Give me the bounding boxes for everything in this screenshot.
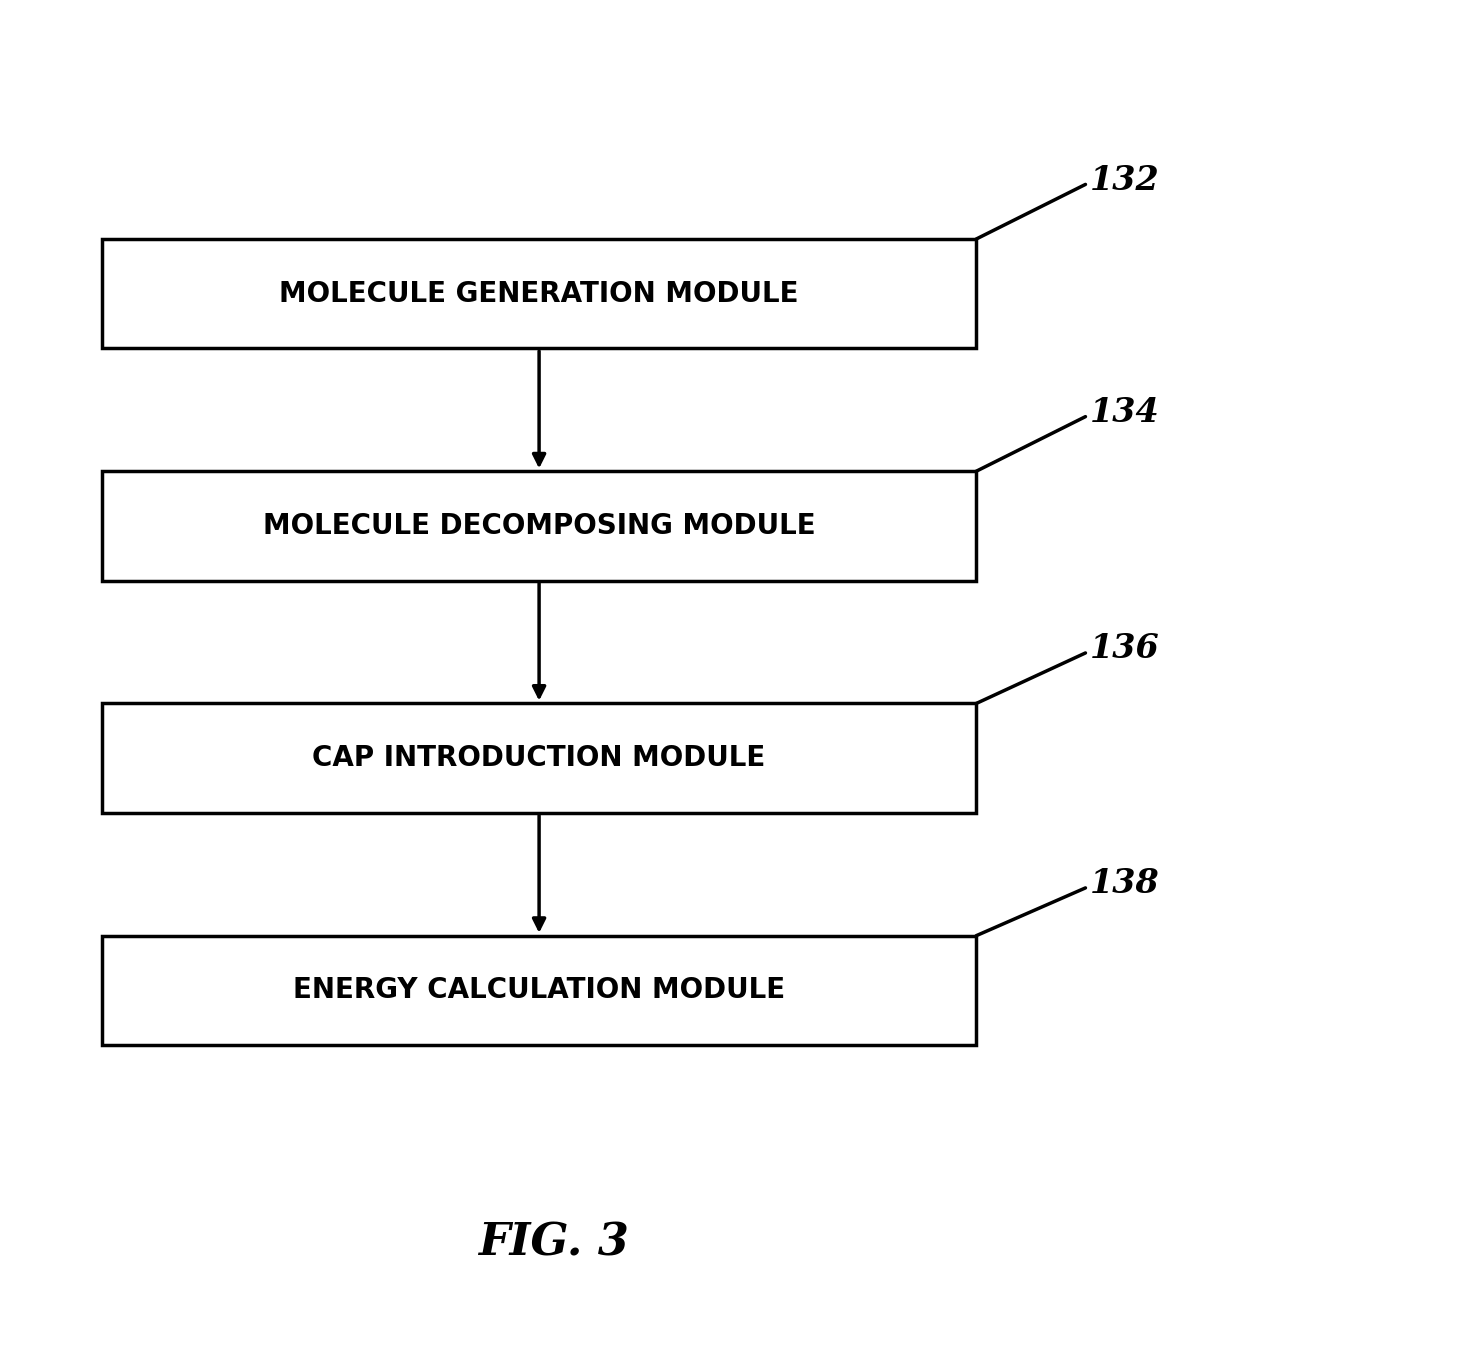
Bar	[102, 703, 976, 813]
Bar	[102, 936, 976, 1045]
Text: 132: 132	[1090, 164, 1160, 197]
Text: 136: 136	[1090, 632, 1160, 665]
Text: 134: 134	[1090, 396, 1160, 429]
Text: ENERGY CALCULATION MODULE: ENERGY CALCULATION MODULE	[293, 977, 785, 1004]
Bar	[102, 471, 976, 581]
Text: FIG. 3: FIG. 3	[478, 1221, 629, 1265]
Text: MOLECULE GENERATION MODULE: MOLECULE GENERATION MODULE	[280, 280, 798, 307]
Text: 138: 138	[1090, 867, 1160, 900]
Text: CAP INTRODUCTION MODULE: CAP INTRODUCTION MODULE	[312, 744, 766, 772]
Text: MOLECULE DECOMPOSING MODULE: MOLECULE DECOMPOSING MODULE	[262, 512, 816, 540]
Bar	[102, 239, 976, 348]
